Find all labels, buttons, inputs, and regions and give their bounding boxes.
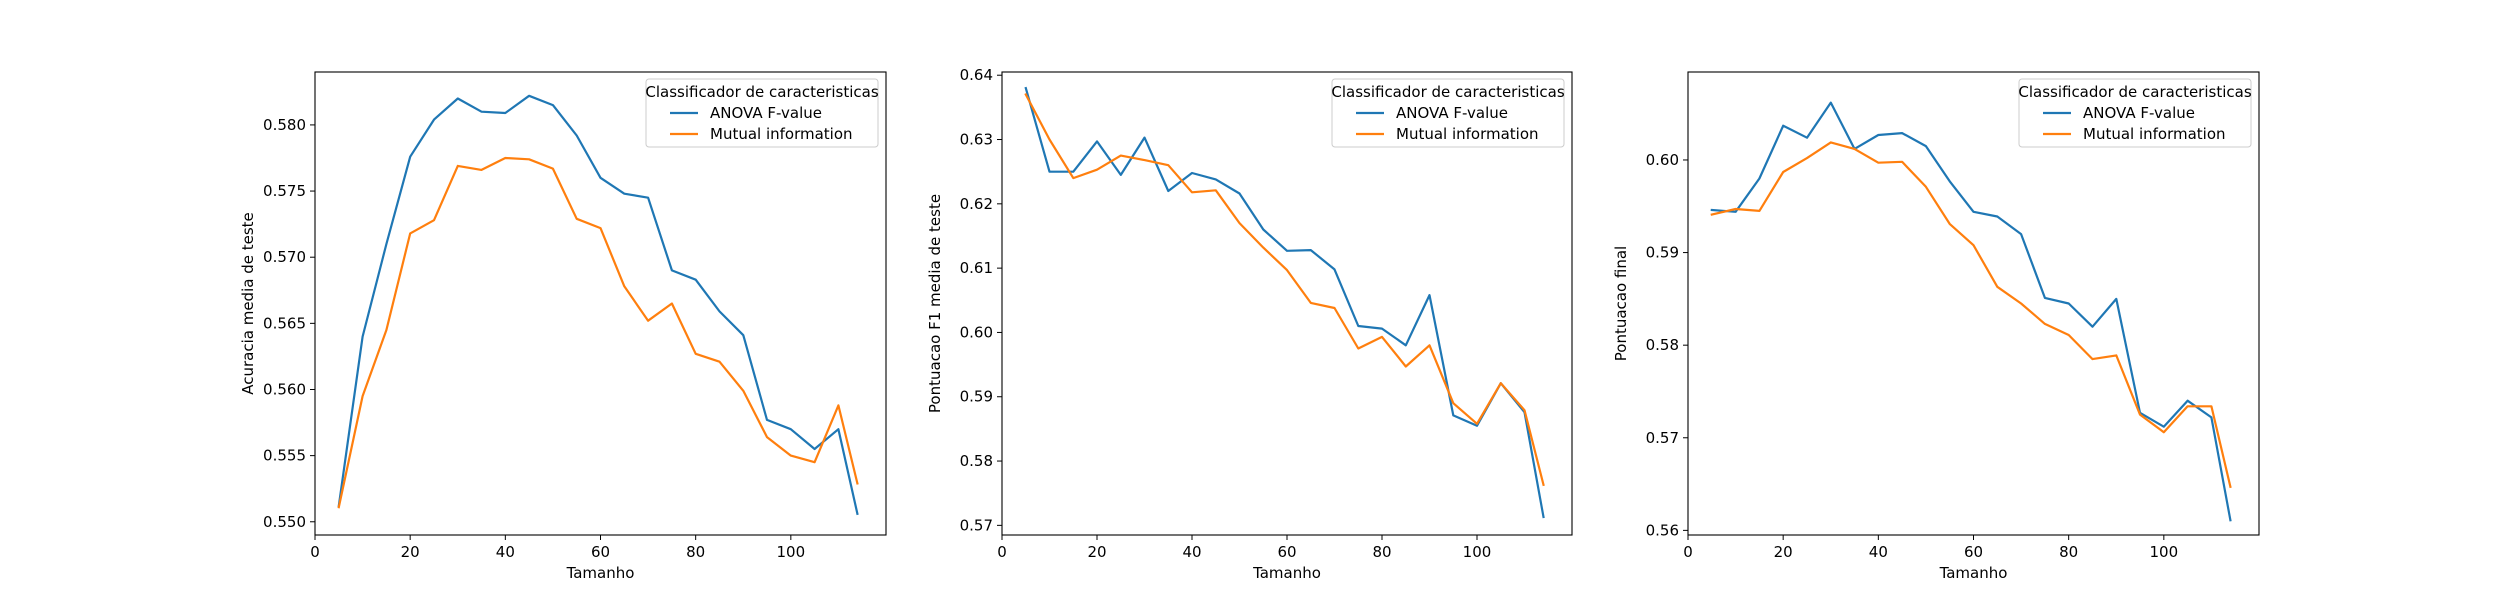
x-tick-label: 80: [686, 543, 705, 561]
chart-panel-1: 0 20 40 60 80 100 0.550 0.555 0.560 0.565 0.570 0.5…: [239, 71, 887, 582]
y-axis-label: Acuracia media de teste: [239, 212, 257, 395]
series-line-1: [1024, 86, 1545, 519]
y-tick-label: 0.64: [960, 66, 993, 84]
legend-entry-2: Mutual information: [2083, 125, 2226, 143]
x-tick-label: 20: [1087, 543, 1106, 561]
legend: Classificador de caracteristicas ANOVA F-…: [2018, 78, 2252, 148]
y-tick-label: 0.555: [263, 447, 306, 465]
y-tick-label: 0.57: [1646, 429, 1679, 447]
legend-box: [2018, 78, 2252, 148]
series-line-2: [1024, 93, 1545, 487]
y-tick-label: 0.63: [960, 131, 993, 149]
x-tick-label: 0: [997, 543, 1007, 561]
y-axis-label: Pontuacao F1 media de teste: [926, 194, 944, 413]
x-tick-label: 0: [1683, 543, 1693, 561]
legend-title: Classificador de caracteristicas: [645, 83, 878, 101]
series-line-2: [1710, 141, 2232, 489]
legend-entry-1: ANOVA F-value: [710, 104, 822, 122]
legend-box: [1331, 78, 1565, 148]
y-tick-label: 0.57: [960, 516, 993, 534]
legend: Classificador de caracteristicas ANOVA F-…: [1331, 78, 1565, 148]
y-tick-label: 0.59: [1646, 244, 1679, 262]
y-tick-label: 0.550: [263, 513, 306, 531]
x-tick-label: 100: [1463, 543, 1492, 561]
x-tick-label: 0: [310, 543, 320, 561]
y-tick-label: 0.58: [1646, 336, 1679, 354]
legend-box: [645, 78, 879, 148]
x-tick-label: 80: [2059, 543, 2078, 561]
legend: Classificador de caracteristicas ANOVA F-…: [645, 78, 879, 148]
x-axis-label: Tamanho: [1252, 564, 1321, 582]
y-tick-label: 0.560: [263, 380, 306, 398]
x-axis-label: Tamanho: [1939, 564, 2008, 582]
chart-panel-2: 0 20 40 60 80 100 0.57 0.58 0.59 0.60 0.61 0.62 0.63…: [926, 66, 1573, 582]
chart-panel-3: 0 20 40 60 80 100 0.56 0.57 0.58 0.59 0.60 Tamanho P…: [1612, 71, 2260, 582]
y-tick-label: 0.61: [960, 259, 993, 277]
x-tick-label: 60: [1277, 543, 1296, 561]
y-tick-label: 0.59: [960, 388, 993, 406]
x-tick-label: 40: [1869, 543, 1888, 561]
x-tick-label: 40: [1182, 543, 1201, 561]
x-tick-label: 40: [496, 543, 515, 561]
y-axis-label: Pontuacao final: [1612, 246, 1630, 361]
x-tick-label: 60: [1964, 543, 1983, 561]
x-tick-label: 80: [1372, 543, 1391, 561]
y-tick-label: 0.58: [960, 452, 993, 470]
legend-entry-2: Mutual information: [1396, 125, 1539, 143]
legend-title: Classificador de caracteristicas: [2018, 83, 2251, 101]
x-tick-label: 100: [777, 543, 806, 561]
y-tick-label: 0.60: [960, 323, 993, 341]
legend-entry-2: Mutual information: [710, 125, 853, 143]
x-axis-label: Tamanho: [566, 564, 635, 582]
series-line-1: [337, 94, 859, 516]
x-tick-label: 60: [591, 543, 610, 561]
legend-entry-1: ANOVA F-value: [1396, 104, 1508, 122]
y-tick-label: 0.580: [263, 116, 306, 134]
x-tick-label: 20: [401, 543, 420, 561]
series-line-1: [1710, 101, 2232, 522]
y-tick-label: 0.570: [263, 248, 306, 266]
y-tick-label: 0.60: [1646, 151, 1679, 169]
x-tick-label: 20: [1774, 543, 1793, 561]
x-tick-label: 100: [2150, 543, 2179, 561]
y-tick-label: 0.565: [263, 314, 306, 332]
legend-title: Classificador de caracteristicas: [1331, 83, 1564, 101]
y-tick-label: 0.575: [263, 182, 306, 200]
series-line-2: [337, 156, 859, 509]
legend-entry-1: ANOVA F-value: [2083, 104, 2195, 122]
y-tick-label: 0.62: [960, 195, 993, 213]
y-tick-label: 0.56: [1646, 521, 1679, 539]
